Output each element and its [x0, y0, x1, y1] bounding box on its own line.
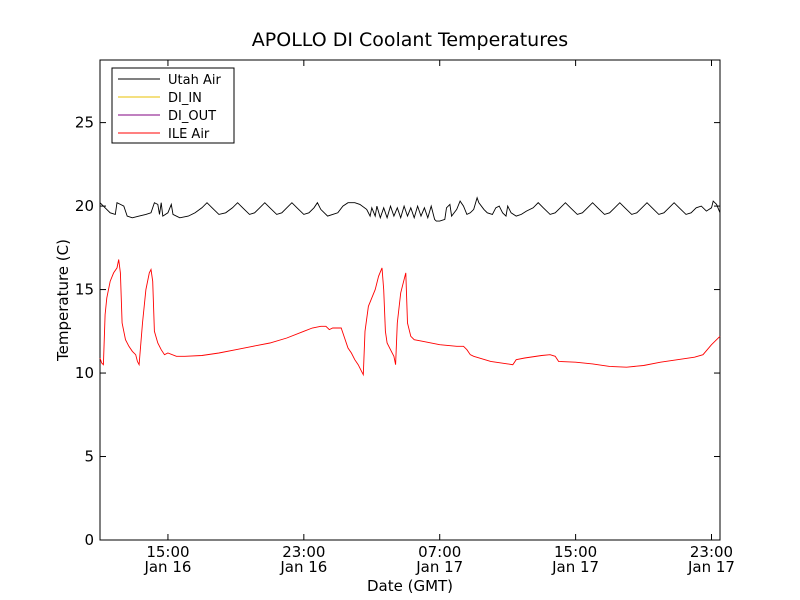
x-tick-label-date: Jan 16 [279, 558, 327, 576]
y-tick-label: 0 [84, 531, 94, 549]
x-tick-label-date: Jan 17 [551, 558, 599, 576]
legend-label: DI_IN [168, 91, 202, 106]
series-layer [99, 196, 721, 377]
y-axis-label: Temperature (C) [54, 239, 72, 362]
x-tick-label-date: Jan 16 [143, 558, 191, 576]
x-tick-label-date: Jan 17 [415, 558, 463, 576]
x-tick-label-time: 23:00 [690, 543, 733, 561]
x-tick-label-time: 23:00 [282, 543, 325, 561]
y-tick-label: 20 [75, 197, 94, 215]
x-tick-label-date: Jan 17 [687, 558, 735, 576]
x-axis-label: Date (GMT) [367, 577, 453, 595]
y-tick-label: 15 [75, 281, 94, 299]
y-tick-label: 5 [84, 448, 94, 466]
y-axis-ticks: 0 5 10 15 20 25 [75, 114, 720, 549]
plot-area-frame [99, 59, 721, 541]
legend-label: ILE Air [168, 127, 210, 142]
x-tick-label-time: 15:00 [146, 543, 189, 561]
y-tick-label: 10 [75, 364, 94, 382]
legend-label: DI_OUT [168, 109, 216, 124]
series-line-ile-air [99, 259, 721, 377]
legend: Utah Air DI_IN DI_OUT ILE Air [111, 67, 235, 144]
x-tick-label-time: 07:00 [418, 543, 461, 561]
y-tick-label: 25 [75, 114, 94, 132]
chart-title: APOLLO DI Coolant Temperatures [252, 29, 568, 51]
x-tick-label-time: 15:00 [554, 543, 597, 561]
series-line-utah-air [99, 196, 721, 222]
legend-box [111, 67, 235, 144]
legend-label: Utah Air [168, 73, 221, 88]
